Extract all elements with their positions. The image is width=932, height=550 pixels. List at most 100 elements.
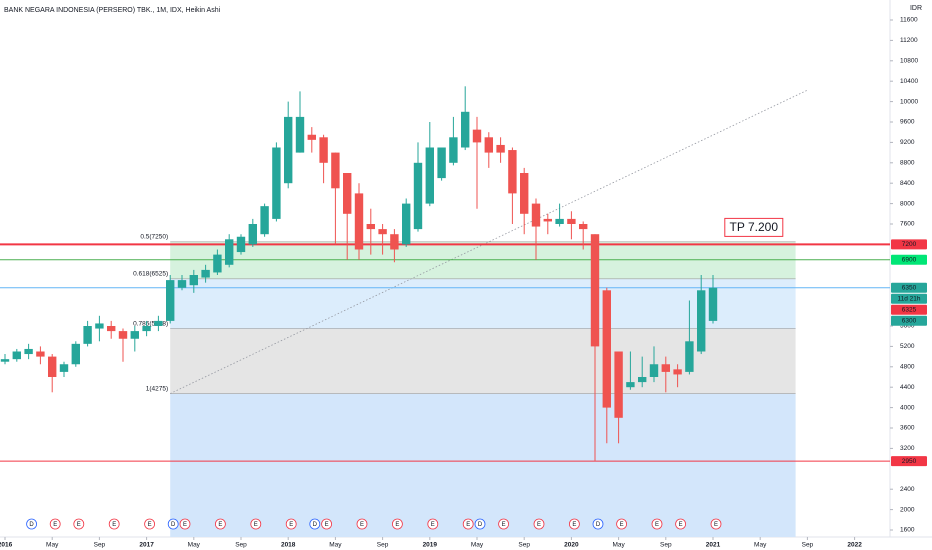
event-label: E (655, 522, 659, 528)
y-tick-label: 8000 (900, 200, 915, 207)
x-tick-label: Sep (660, 542, 672, 549)
countdown-label-bg (891, 293, 927, 304)
x-tick-label: Sep (518, 542, 530, 549)
event-label: E (537, 522, 541, 528)
candle-body (307, 134, 316, 140)
candle-body (531, 203, 541, 227)
price-axis-label-bg (891, 254, 927, 265)
y-tick-label: 7600 (900, 221, 915, 228)
y-tick-label: 10400 (900, 78, 918, 85)
price-axis-label: 6350 (902, 284, 917, 291)
candle-body (649, 364, 659, 377)
event-label: E (112, 522, 116, 528)
event-marker (356, 518, 368, 530)
event-label: E (325, 522, 329, 528)
candle-body (661, 364, 670, 372)
candle-body (567, 218, 576, 224)
candle-body (708, 287, 718, 321)
x-tick-label: May (188, 542, 201, 549)
x-tick-label: May (612, 542, 625, 549)
candle-body (437, 147, 446, 179)
candle-body (496, 144, 505, 153)
candle-body (24, 348, 33, 355)
candle-body (295, 116, 305, 153)
y-tick-label: 10000 (900, 98, 918, 105)
event-marker (651, 518, 663, 530)
x-tick-label: Sep (802, 542, 814, 549)
event-marker (26, 518, 38, 530)
event-marker (616, 518, 627, 530)
y-axis-label: IDR (910, 5, 922, 12)
event-label: D (171, 522, 176, 528)
candle-body (590, 234, 600, 347)
y-tick-label: 3200 (900, 445, 915, 452)
candle-body (260, 206, 269, 235)
event-marker (167, 518, 179, 530)
event-label: E (679, 522, 683, 528)
event-label: E (502, 522, 506, 528)
candle-body (543, 218, 552, 222)
price-axis-label-bg (891, 456, 927, 467)
candle-body (36, 351, 45, 357)
candle-body (614, 351, 623, 418)
fib-label: 0.786(5548) (133, 320, 168, 327)
price-axis-label: 6900 (902, 256, 917, 263)
countdown-label: 11d 21h (897, 295, 920, 302)
candle-body (413, 162, 423, 230)
candle-body (166, 280, 175, 321)
chart-title: BANK NEGARA INDONESIA (PERSERO) TBK., 1M… (4, 7, 221, 14)
x-tick-label: Sep (94, 542, 106, 549)
y-tick-label: 4000 (900, 404, 915, 411)
event-marker (462, 518, 474, 530)
y-tick-label: 8800 (900, 160, 915, 167)
event-label: D (478, 522, 483, 528)
event-marker (144, 518, 156, 530)
price-axis-label-bg (891, 239, 927, 250)
y-tick-label: 11600 (900, 17, 918, 24)
candle-body (236, 236, 246, 253)
x-tick-label: Sep (377, 542, 389, 549)
candle-body (83, 326, 92, 344)
trendline (170, 89, 808, 394)
event-label: E (466, 522, 470, 528)
candle-body (248, 224, 257, 245)
x-tick-label: Sep (235, 542, 247, 549)
candle-body (378, 229, 387, 235)
candle-body (520, 173, 529, 214)
event-marker (309, 518, 321, 530)
event-label: E (183, 522, 187, 528)
event-label: E (53, 522, 57, 528)
candle-body (12, 351, 21, 360)
candle-body (685, 341, 694, 372)
event-marker (49, 518, 61, 530)
candle-body (71, 343, 80, 365)
candle-body (177, 280, 187, 288)
y-tick-label: 10800 (900, 58, 918, 65)
event-label: E (620, 522, 624, 528)
price-axis-label-bg (891, 282, 927, 293)
y-tick-label: 11200 (900, 37, 918, 44)
candle-body (602, 290, 611, 408)
event-marker (710, 518, 722, 530)
price-axis-label: 6325 (902, 306, 917, 313)
candle-body (189, 275, 198, 286)
event-marker (592, 518, 604, 530)
candle-body (48, 356, 57, 377)
candle-body (130, 331, 139, 339)
event-marker (108, 518, 120, 530)
candle-body (118, 331, 128, 339)
candle-body (402, 203, 411, 245)
candle-body (425, 147, 434, 204)
annotation: TP 7.200 (724, 217, 784, 237)
event-marker (321, 518, 333, 530)
event-marker (214, 518, 226, 530)
candle-body (331, 152, 340, 189)
candle-body (225, 239, 234, 265)
event-label: E (714, 522, 718, 528)
event-marker (498, 518, 510, 530)
event-label: D (29, 522, 34, 528)
price-axis-label: 2950 (902, 458, 917, 465)
candle-body (555, 218, 564, 224)
event-marker (675, 518, 686, 530)
candle-body (142, 326, 151, 332)
